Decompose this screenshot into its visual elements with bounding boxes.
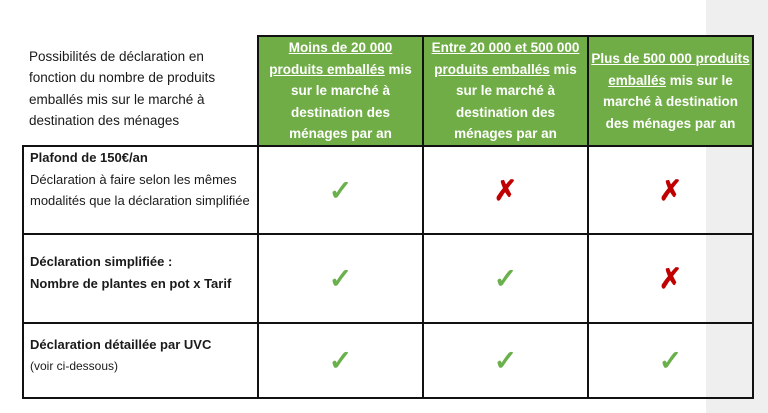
column-desc: mis sur le marché à destination des ména… — [289, 61, 412, 142]
row-subtitle: Déclaration à faire selon les mêmes moda… — [30, 171, 250, 209]
cross-icon: ✗ — [658, 174, 683, 206]
row-label: Déclaration détaillée par UVC (voir ci-de… — [22, 322, 259, 399]
row-label: Déclaration simplifiée : Nombre de plante… — [22, 233, 259, 324]
column-header-large: Plus de 500 000 produits emballés mis su… — [587, 35, 754, 147]
cross-icon: ✗ — [493, 174, 518, 206]
cell: ✓ — [422, 322, 589, 399]
row-title: Plafond de 150€/an — [30, 150, 148, 165]
check-icon: ✓ — [493, 263, 518, 294]
table-row: Déclaration détaillée par UVC (voir ci-de… — [22, 322, 754, 399]
cell: ✓ — [587, 322, 754, 399]
check-icon: ✓ — [328, 174, 353, 206]
header-row: Possibilités de déclaration en fonction … — [23, 35, 754, 147]
declaration-table: Possibilités de déclaration en fonction … — [22, 35, 754, 399]
column-threshold: Moins de 20 000 produits emballés — [269, 40, 393, 77]
cell: ✗ — [422, 145, 589, 235]
row-subtitle: (voir ci-dessous) — [30, 358, 119, 373]
table-row: Déclaration simplifiée : Nombre de plante… — [22, 233, 754, 324]
cross-icon: ✗ — [658, 263, 683, 294]
column-threshold: Entre 20 000 et 500 000 produits emballé… — [431, 40, 580, 77]
check-icon: ✓ — [328, 345, 353, 376]
column-header-medium: Entre 20 000 et 500 000 produits emballé… — [422, 35, 589, 147]
check-icon: ✓ — [328, 263, 353, 294]
cell: ✓ — [422, 233, 589, 324]
column-header-small: Moins de 20 000 produits emballés mis su… — [257, 35, 424, 147]
cell: ✗ — [587, 145, 754, 235]
row-title: Déclaration simplifiée : — [30, 254, 173, 269]
check-icon: ✓ — [493, 345, 518, 376]
corner-label: Possibilités de déclaration en fonction … — [23, 36, 258, 147]
column-desc: mis sur le marché à destination des ména… — [602, 72, 739, 131]
table-row: Plafond de 150€/an Déclaration à faire se… — [22, 145, 754, 235]
row-label: Plafond de 150€/an Déclaration à faire se… — [22, 145, 259, 235]
cell: ✓ — [257, 145, 424, 235]
check-icon: ✓ — [658, 345, 683, 376]
cell: ✗ — [587, 233, 754, 324]
cell: ✓ — [257, 233, 424, 324]
cell: ✓ — [257, 322, 424, 399]
column-threshold: Plus de 500 000 produits emballés — [591, 51, 750, 88]
row-title-2: Nombre de plantes en pot x Tarif — [30, 275, 232, 291]
column-desc: mis sur le marché à destination des ména… — [454, 61, 577, 142]
row-title: Déclaration détaillée par UVC — [30, 337, 212, 352]
